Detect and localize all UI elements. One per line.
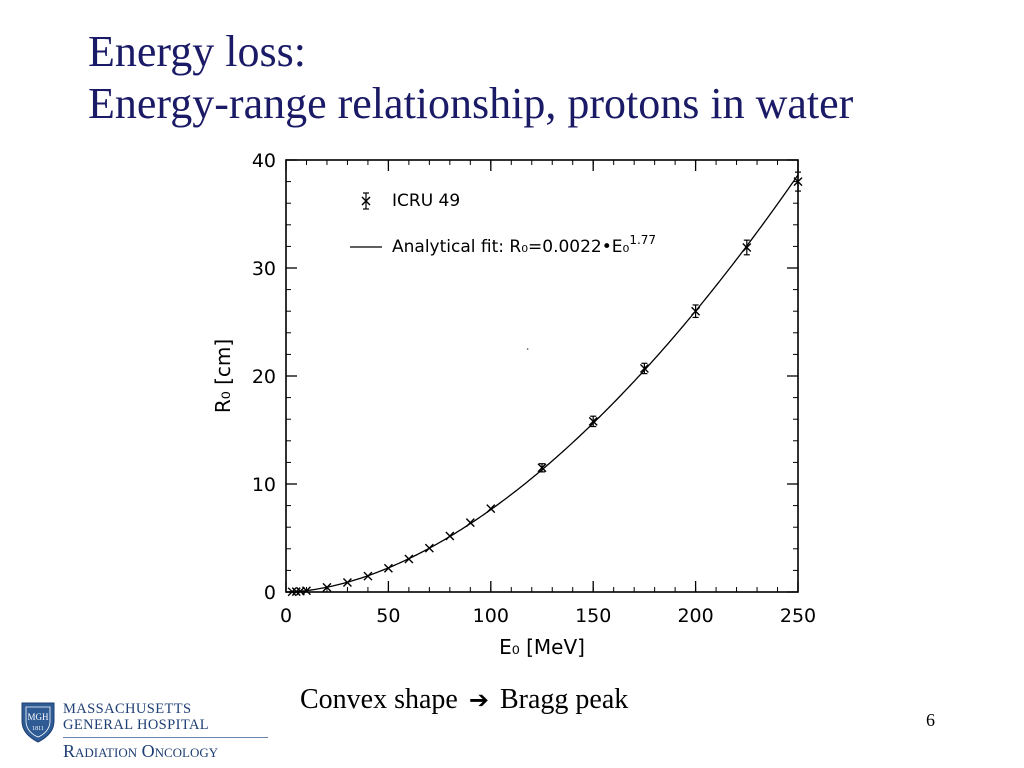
data-layer: [285, 171, 803, 597]
icru-data-point: [588, 415, 598, 428]
marker-stroke: [486, 504, 496, 514]
logo-divider: [63, 737, 268, 738]
x-axis-label: E₀ [MeV]: [499, 635, 585, 659]
legend-fit-exponent: 1.77: [629, 233, 656, 247]
icru-data-point: [486, 504, 496, 514]
icru-data-point: [404, 554, 414, 564]
marker-stroke: [363, 571, 373, 581]
x-tick-label: 150: [575, 605, 611, 627]
title-line-1: Energy loss:: [88, 27, 306, 76]
icru-data-point: [424, 543, 434, 553]
icru-data-point: [322, 582, 332, 592]
legend-marker-icru: [361, 192, 371, 210]
page-number: 6: [926, 710, 935, 730]
energy-range-chart: 0 50 100 150 200 250 0 10 20 30 40 E₀ [MeV] R₀ [cm…: [211, 150, 816, 659]
x-tick-label: 200: [677, 605, 713, 627]
y-tick-label: 0: [264, 582, 276, 604]
mgh-shield-icon: MGH 1811: [21, 702, 55, 743]
x-tick-label: 250: [780, 605, 816, 627]
icru-data-point: [639, 362, 649, 375]
legend-marker-symbol: [361, 192, 371, 210]
icru-data-point: [342, 578, 352, 587]
icru-data-point: [691, 304, 701, 319]
caption-convex: Convex shape: [300, 684, 458, 715]
icru-data-point: [742, 239, 752, 256]
marker-stroke: [465, 518, 475, 528]
logo-line-general-hospital: GENERAL HOSPITAL: [63, 717, 210, 733]
logo-line-massachusetts: MASSACHUSETTS: [63, 701, 192, 717]
axis-ticks: [285, 159, 799, 593]
stray-dot: [526, 348, 529, 350]
caption-bragg: Bragg peak: [499, 684, 629, 715]
y-tick-label: 40: [252, 150, 276, 172]
y-tick-label: 20: [252, 366, 276, 388]
x-tick-label: 50: [376, 605, 400, 627]
marker-stroke: [424, 543, 434, 553]
title-line-2: Energy-range relationship, protons in wa…: [88, 79, 854, 128]
slide-title: Energy loss: Energy-range relationship, …: [88, 26, 1008, 130]
tick-labels: 0 50 100 150 200 250 0 10 20 30 40: [252, 150, 816, 627]
legend-label-fit: Analytical fit: R₀=0.0022•E₀1.77: [392, 233, 656, 257]
shield-text: MGH: [27, 712, 49, 722]
marker-stroke: [383, 563, 393, 573]
right-arrow-icon: ➔: [468, 686, 489, 714]
marker-stroke: [404, 554, 414, 564]
marker-stroke: [342, 578, 352, 587]
marker-stroke: [322, 582, 332, 592]
y-axis-label: R₀ [cm]: [211, 339, 235, 413]
slide-caption: Convex shape ➔ Bragg peak: [300, 684, 628, 716]
marker-stroke: [445, 531, 455, 541]
y-tick-label: 30: [252, 258, 276, 280]
legend-fit-base: Analytical fit: R₀=0.0022•E₀: [392, 237, 630, 257]
plot-frame: [285, 159, 799, 593]
icru-data-point: [301, 586, 311, 596]
marker-stroke: [301, 586, 311, 596]
shield-year: 1811: [32, 726, 44, 732]
icru-data-point: [537, 463, 547, 473]
mgh-logo: MGH 1811 MASSACHUSETTS GENERAL HOSPITAL …: [18, 695, 278, 765]
chart-legend: ICRU 49 Analytical fit: R₀=0.0022•E₀1.77: [350, 191, 656, 257]
icru-data-point: [383, 563, 393, 573]
icru-data-point: [363, 571, 373, 581]
logo-line-radiation-oncology: Radiation Oncology: [63, 741, 219, 761]
icru-data-point: [465, 518, 475, 528]
icru-data-point: [445, 531, 455, 541]
x-tick-label: 0: [280, 605, 292, 627]
x-tick-label: 100: [473, 605, 509, 627]
legend-label-icru: ICRU 49: [392, 191, 460, 211]
y-tick-label: 10: [252, 474, 276, 496]
